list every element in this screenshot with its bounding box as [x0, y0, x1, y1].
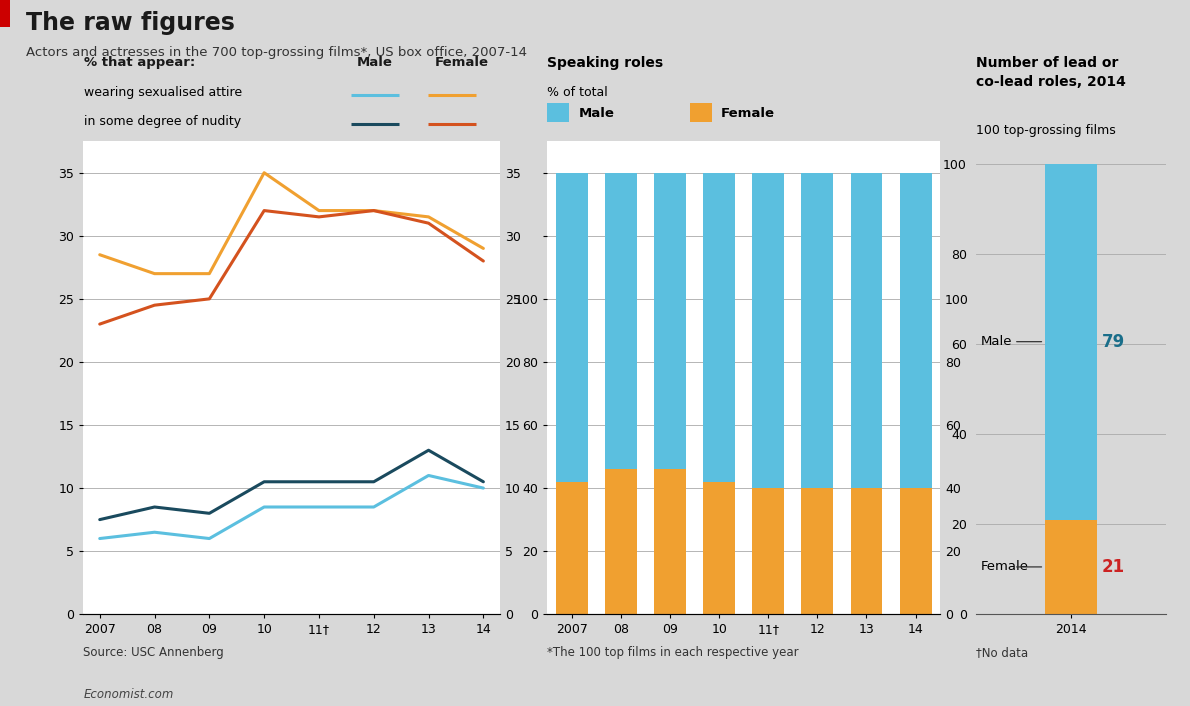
Bar: [752, 488, 784, 614]
Bar: [801, 488, 833, 614]
Bar: [1045, 520, 1097, 614]
Text: in some degree of nudity: in some degree of nudity: [84, 115, 242, 128]
Bar: [654, 173, 687, 469]
Bar: [605, 469, 637, 614]
Bar: [851, 173, 883, 488]
Bar: [703, 173, 735, 481]
Text: 100 top-grossing films: 100 top-grossing films: [976, 124, 1115, 136]
Bar: [900, 488, 932, 614]
Text: Speaking roles: Speaking roles: [547, 56, 664, 71]
Text: Female: Female: [434, 56, 488, 69]
Bar: [1045, 164, 1097, 520]
Text: Actors and actresses in the 700 top-grossing films*, US box office, 2007-14: Actors and actresses in the 700 top-gros…: [26, 46, 527, 59]
Text: 21: 21: [1102, 558, 1125, 576]
Text: Male: Male: [578, 107, 614, 120]
Bar: [605, 173, 637, 469]
Text: Female: Female: [981, 561, 1028, 573]
Text: % that appear:: % that appear:: [84, 56, 195, 69]
Text: Number of lead or
co-lead roles, 2014: Number of lead or co-lead roles, 2014: [976, 56, 1126, 89]
Text: wearing sexualised attire: wearing sexualised attire: [84, 86, 243, 99]
Text: †No data: †No data: [976, 646, 1028, 659]
Bar: [851, 488, 883, 614]
Bar: [703, 481, 735, 614]
Bar: [801, 173, 833, 488]
Bar: [556, 173, 588, 481]
Bar: [900, 173, 932, 488]
Text: % of total: % of total: [547, 86, 608, 99]
Text: Male: Male: [981, 335, 1012, 348]
Bar: [654, 469, 687, 614]
Text: The raw figures: The raw figures: [26, 11, 236, 35]
Text: Economist.com: Economist.com: [83, 688, 174, 701]
Bar: [556, 481, 588, 614]
Text: *The 100 top films in each respective year: *The 100 top films in each respective ye…: [547, 646, 798, 659]
Text: 79: 79: [1102, 333, 1125, 351]
Text: Female: Female: [721, 107, 775, 120]
Text: Male: Male: [357, 56, 393, 69]
Text: Source: USC Annenberg: Source: USC Annenberg: [83, 646, 224, 659]
Bar: [752, 173, 784, 488]
